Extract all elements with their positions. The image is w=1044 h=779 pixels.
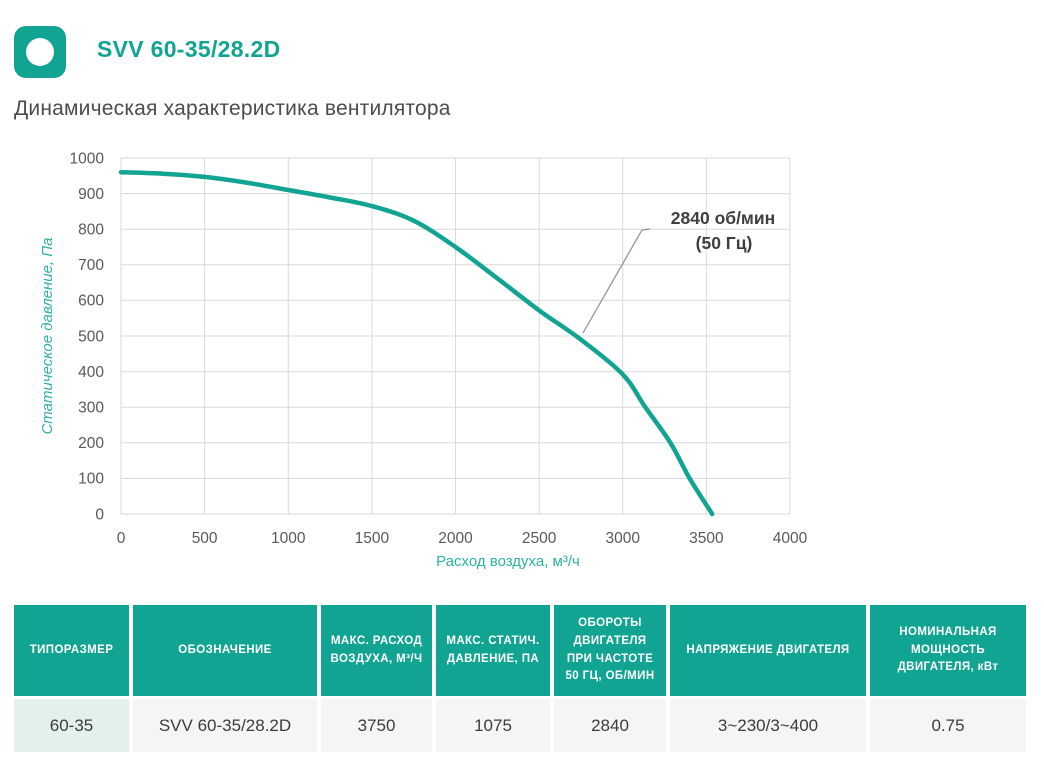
brand-logo-icon: [14, 26, 66, 78]
x-tick-label: 4000: [773, 530, 808, 547]
x-tick-label: 3000: [606, 530, 641, 547]
fan-curve-line: [118, 169, 715, 517]
col-header-designation: ОБОЗНАЧЕНИЕ: [133, 605, 317, 696]
y-tick-label: 1000: [70, 150, 105, 167]
y-tick-label: 600: [78, 293, 104, 310]
cell-size: 60-35: [14, 699, 129, 752]
spec-table: ТИПОРАЗМЕР ОБОЗНАЧЕНИЕ МАКС. РАСХОД ВОЗД…: [14, 605, 1026, 752]
cell-designation: SVV 60-35/28.2D: [133, 699, 317, 752]
cell-motor-voltage: 3~230/3~400: [670, 699, 866, 752]
y-tick-label: 900: [78, 186, 104, 203]
x-axis-label: Расход воздуха, м³/ч: [436, 553, 580, 570]
y-tick-label: 800: [78, 222, 104, 239]
fan-inlet-circle-icon: [26, 38, 54, 66]
product-title: SVV 60-35/28.2D: [97, 36, 281, 62]
cell-motor-rpm: 2840: [554, 699, 666, 752]
annotation-leader-line: [582, 228, 651, 334]
cell-motor-power: 0.75: [870, 699, 1026, 752]
x-tick-label: 1000: [271, 530, 306, 547]
x-tick-label: 2000: [438, 530, 473, 547]
annotation-frequency-label: (50 Гц): [696, 233, 753, 253]
annotation-rpm-label: 2840 об/мин: [671, 208, 775, 228]
x-tick-label: 2500: [522, 530, 557, 547]
x-tick-label: 3500: [689, 530, 724, 547]
y-tick-label: 100: [78, 471, 104, 488]
col-header-motor-voltage: НАПРЯЖЕНИЕ ДВИГАТЕЛЯ: [670, 605, 866, 696]
y-axis-label: Статическое давление, Па: [39, 238, 56, 435]
col-header-max-static-pressure: МАКС. СТАТИЧ. ДАВЛЕНИЕ, ПА: [436, 605, 550, 696]
col-header-max-airflow: МАКС. РАСХОД ВОЗДУХА, М³/Ч: [321, 605, 432, 696]
y-tick-label: 400: [78, 364, 104, 381]
col-header-size: ТИПОРАЗМЕР: [14, 605, 129, 696]
chart-tick-labels: 0 100 200 300 400 500 600 700 800 900 1000 0 500 1000…: [70, 150, 808, 547]
y-tick-label: 500: [78, 328, 104, 345]
x-tick-label: 1500: [355, 530, 390, 547]
y-tick-label: 700: [78, 257, 104, 274]
cell-max-static-pressure: 1075: [436, 699, 550, 752]
y-tick-label: 200: [78, 435, 104, 452]
col-header-motor-rpm: ОБОРОТЫ ДВИГАТЕЛЯ ПРИ ЧАСТОТЕ 50 ГЦ, ОБ/…: [554, 605, 666, 696]
col-header-motor-power: НОМИНАЛЬНАЯ МОЩНОСТЬ ДВИГАТЕЛЯ, кВт: [870, 605, 1026, 696]
chart-gridlines: [120, 157, 791, 515]
y-tick-label: 0: [95, 506, 104, 523]
cell-max-airflow: 3750: [321, 699, 432, 752]
x-tick-label: 500: [192, 530, 218, 547]
y-tick-label: 300: [78, 400, 104, 417]
x-tick-label: 0: [117, 530, 126, 547]
page-subtitle: Динамическая характеристика вентилятора: [14, 97, 451, 120]
